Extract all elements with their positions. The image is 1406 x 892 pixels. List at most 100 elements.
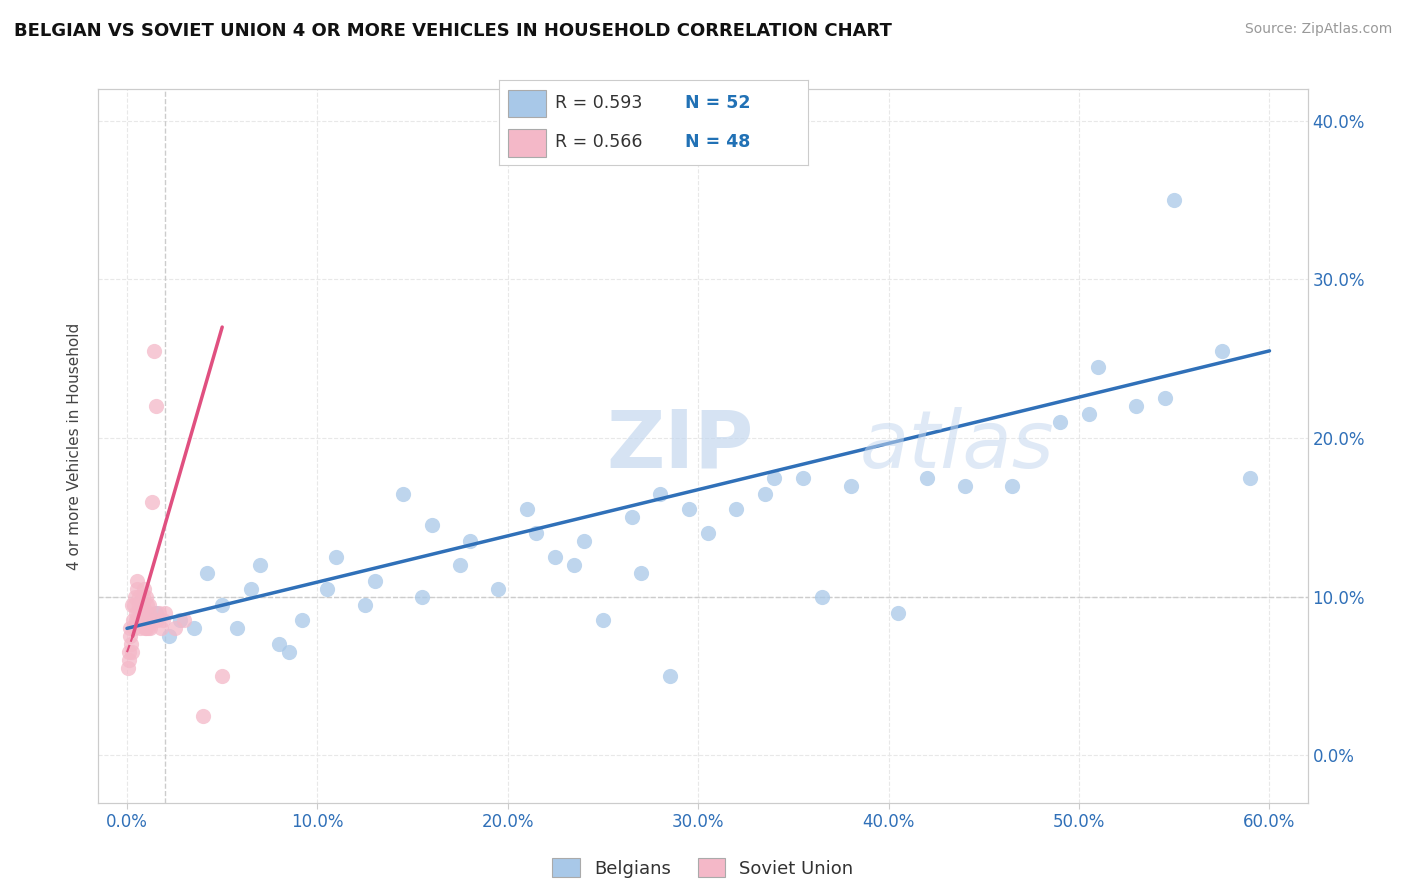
Point [1211,343,1233,358]
Point [211,669,233,683]
Point [118,629,141,643]
Point [1087,359,1109,374]
Text: N = 48: N = 48 [685,133,749,151]
Point [124,614,146,628]
Point [152,614,174,628]
Point [953,478,976,492]
Point [486,582,509,596]
Point [128,590,150,604]
Point [392,486,415,500]
Point [145,606,167,620]
Point [127,614,149,628]
Point [138,598,160,612]
Point [120,621,142,635]
Point [125,582,148,596]
Point [291,614,314,628]
Point [129,606,152,620]
Point [124,590,146,604]
Point [887,606,910,620]
Point [1125,400,1147,414]
Point [121,645,143,659]
Point [915,471,938,485]
Point [183,621,205,635]
Point [696,526,718,541]
Point [754,486,776,500]
Text: atlas: atlas [860,407,1054,485]
Point [226,621,249,635]
FancyBboxPatch shape [509,89,546,117]
Point [141,494,163,508]
Point [1163,193,1185,207]
Point [449,558,471,572]
Point [420,518,443,533]
Point [191,708,214,723]
Point [136,621,159,635]
Point [122,614,145,628]
Point [1049,415,1071,429]
Point [839,478,862,492]
Point [195,566,218,580]
Point [121,598,143,612]
Point [136,598,159,612]
Point [1077,407,1099,421]
Point [650,486,672,500]
FancyBboxPatch shape [509,129,546,157]
Point [316,582,339,596]
Point [630,566,652,580]
Point [157,629,180,643]
Point [792,471,814,485]
Point [120,637,142,651]
Point [354,598,377,612]
Point [145,400,167,414]
Point [138,606,160,620]
Point [564,558,586,572]
Point [169,614,191,628]
Point [163,621,186,635]
Point [269,637,291,651]
Point [125,606,148,620]
Text: BELGIAN VS SOVIET UNION 4 OR MORE VEHICLES IN HOUSEHOLD CORRELATION CHART: BELGIAN VS SOVIET UNION 4 OR MORE VEHICL… [14,22,891,40]
Point [763,471,786,485]
Point [173,614,195,628]
Point [572,534,595,549]
Point [239,582,262,596]
Point [139,621,162,635]
Point [117,661,139,675]
Point [122,598,145,612]
Point [122,621,145,635]
Point [363,574,385,588]
Y-axis label: 4 or more Vehicles in Household: 4 or more Vehicles in Household [67,322,83,570]
Point [136,614,159,628]
Point [325,549,347,564]
Point [153,606,176,620]
Point [142,343,165,358]
Point [146,614,169,628]
Point [249,558,271,572]
Point [134,606,156,620]
Point [544,549,567,564]
Text: R = 0.593: R = 0.593 [555,95,643,112]
Text: Source: ZipAtlas.com: Source: ZipAtlas.com [1244,22,1392,37]
Point [135,621,157,635]
Point [678,502,700,516]
Point [592,614,614,628]
Point [129,614,152,628]
Point [135,590,157,604]
Point [117,653,139,667]
Text: N = 52: N = 52 [685,95,751,112]
Point [811,590,834,604]
Point [524,526,547,541]
Point [131,606,153,620]
Point [134,621,156,635]
Point [129,621,152,635]
Point [1001,478,1024,492]
Point [458,534,481,549]
Point [1153,392,1175,406]
Point [127,574,149,588]
Point [131,590,153,604]
Point [132,598,155,612]
Text: R = 0.566: R = 0.566 [555,133,643,151]
Legend: Belgians, Soviet Union: Belgians, Soviet Union [543,849,863,887]
Point [128,598,150,612]
Text: ZIP: ZIP [606,407,754,485]
